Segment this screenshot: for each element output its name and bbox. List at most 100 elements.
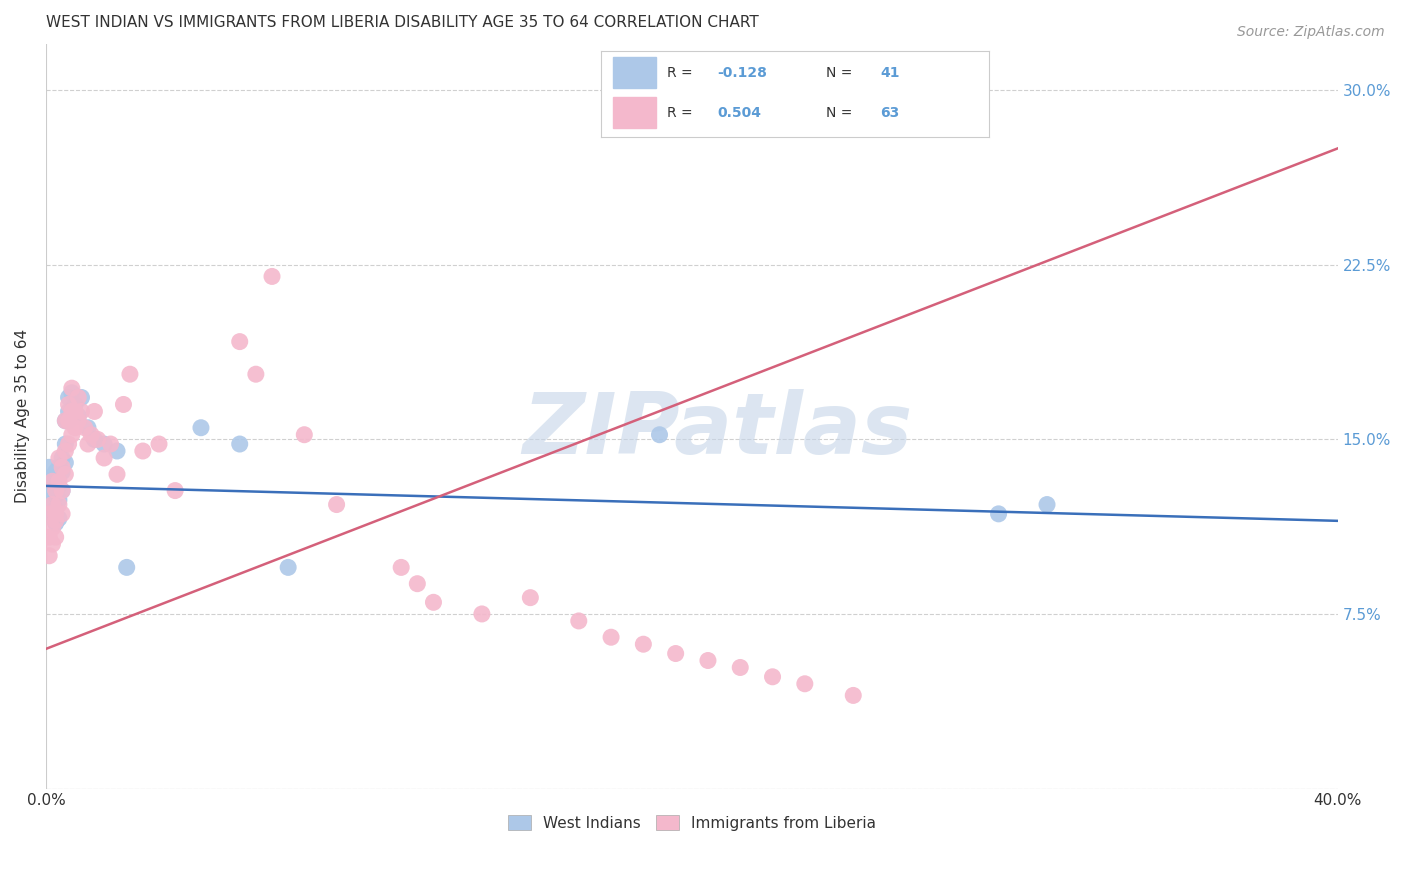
Point xyxy=(53,414,76,428)
Point xyxy=(63,404,86,418)
Point xyxy=(73,421,96,435)
Point xyxy=(228,437,250,451)
Point xyxy=(48,479,70,493)
Point xyxy=(389,560,412,574)
Point xyxy=(80,427,103,442)
Point xyxy=(648,427,671,442)
Point xyxy=(45,514,67,528)
Point xyxy=(60,404,83,418)
Point xyxy=(70,391,93,405)
Point xyxy=(38,460,60,475)
Point xyxy=(41,498,63,512)
Point xyxy=(53,444,76,458)
Point xyxy=(58,397,80,411)
Point xyxy=(53,414,76,428)
Legend: West Indians, Immigrants from Liberia: West Indians, Immigrants from Liberia xyxy=(502,808,882,837)
Point xyxy=(38,475,60,489)
Point xyxy=(190,421,212,435)
Point xyxy=(45,507,67,521)
Point xyxy=(697,653,720,667)
Point xyxy=(761,670,783,684)
Point xyxy=(105,467,128,482)
Point xyxy=(41,469,63,483)
Point xyxy=(842,689,865,703)
Point xyxy=(41,479,63,493)
Point xyxy=(132,444,155,458)
Point xyxy=(83,433,105,447)
Point xyxy=(277,560,299,574)
Point xyxy=(48,450,70,465)
Point xyxy=(105,444,128,458)
Point xyxy=(93,437,115,451)
Point xyxy=(60,427,83,442)
Point xyxy=(58,414,80,428)
Point xyxy=(38,483,60,498)
Point xyxy=(67,409,90,423)
Point xyxy=(53,456,76,470)
Point xyxy=(60,404,83,418)
Point xyxy=(67,391,90,405)
Point xyxy=(58,437,80,451)
Point xyxy=(63,421,86,435)
Point xyxy=(48,475,70,489)
Point xyxy=(45,516,67,531)
Point xyxy=(987,507,1010,521)
Point xyxy=(568,614,591,628)
Point xyxy=(51,483,73,498)
Point xyxy=(260,269,283,284)
Point xyxy=(67,414,90,428)
Point xyxy=(53,437,76,451)
Point xyxy=(728,660,751,674)
Point xyxy=(41,521,63,535)
Point xyxy=(665,647,688,661)
Point xyxy=(45,483,67,498)
Y-axis label: Disability Age 35 to 64: Disability Age 35 to 64 xyxy=(15,329,30,503)
Point xyxy=(45,488,67,502)
Point xyxy=(633,637,655,651)
Point xyxy=(45,483,67,498)
Point xyxy=(112,397,135,411)
Point xyxy=(292,427,315,442)
Point xyxy=(793,677,815,691)
Point xyxy=(148,437,170,451)
Point xyxy=(245,368,267,382)
Point xyxy=(38,530,60,544)
Point xyxy=(45,465,67,479)
Point xyxy=(519,591,541,605)
Point xyxy=(38,549,60,563)
Point xyxy=(406,576,429,591)
Point xyxy=(600,630,623,644)
Point xyxy=(48,498,70,512)
Text: WEST INDIAN VS IMMIGRANTS FROM LIBERIA DISABILITY AGE 35 TO 64 CORRELATION CHART: WEST INDIAN VS IMMIGRANTS FROM LIBERIA D… xyxy=(46,15,759,30)
Point xyxy=(60,385,83,400)
Text: ZIPatlas: ZIPatlas xyxy=(523,390,912,473)
Point xyxy=(45,502,67,516)
Point xyxy=(41,507,63,521)
Point xyxy=(41,537,63,551)
Point xyxy=(48,511,70,525)
Point xyxy=(118,368,141,382)
Point xyxy=(58,414,80,428)
Point xyxy=(325,498,347,512)
Point xyxy=(41,475,63,489)
Point xyxy=(53,467,76,482)
Point xyxy=(77,437,100,451)
Text: Source: ZipAtlas.com: Source: ZipAtlas.com xyxy=(1237,25,1385,39)
Point xyxy=(48,460,70,475)
Point xyxy=(63,397,86,411)
Point xyxy=(1036,498,1059,512)
Point xyxy=(48,492,70,507)
Point xyxy=(51,465,73,479)
Point xyxy=(422,595,444,609)
Point xyxy=(51,507,73,521)
Point xyxy=(77,421,100,435)
Point xyxy=(471,607,494,621)
Point xyxy=(86,433,108,447)
Point xyxy=(45,530,67,544)
Point xyxy=(51,483,73,498)
Point xyxy=(100,437,122,451)
Point xyxy=(58,391,80,405)
Point xyxy=(93,450,115,465)
Point xyxy=(38,507,60,521)
Point xyxy=(228,334,250,349)
